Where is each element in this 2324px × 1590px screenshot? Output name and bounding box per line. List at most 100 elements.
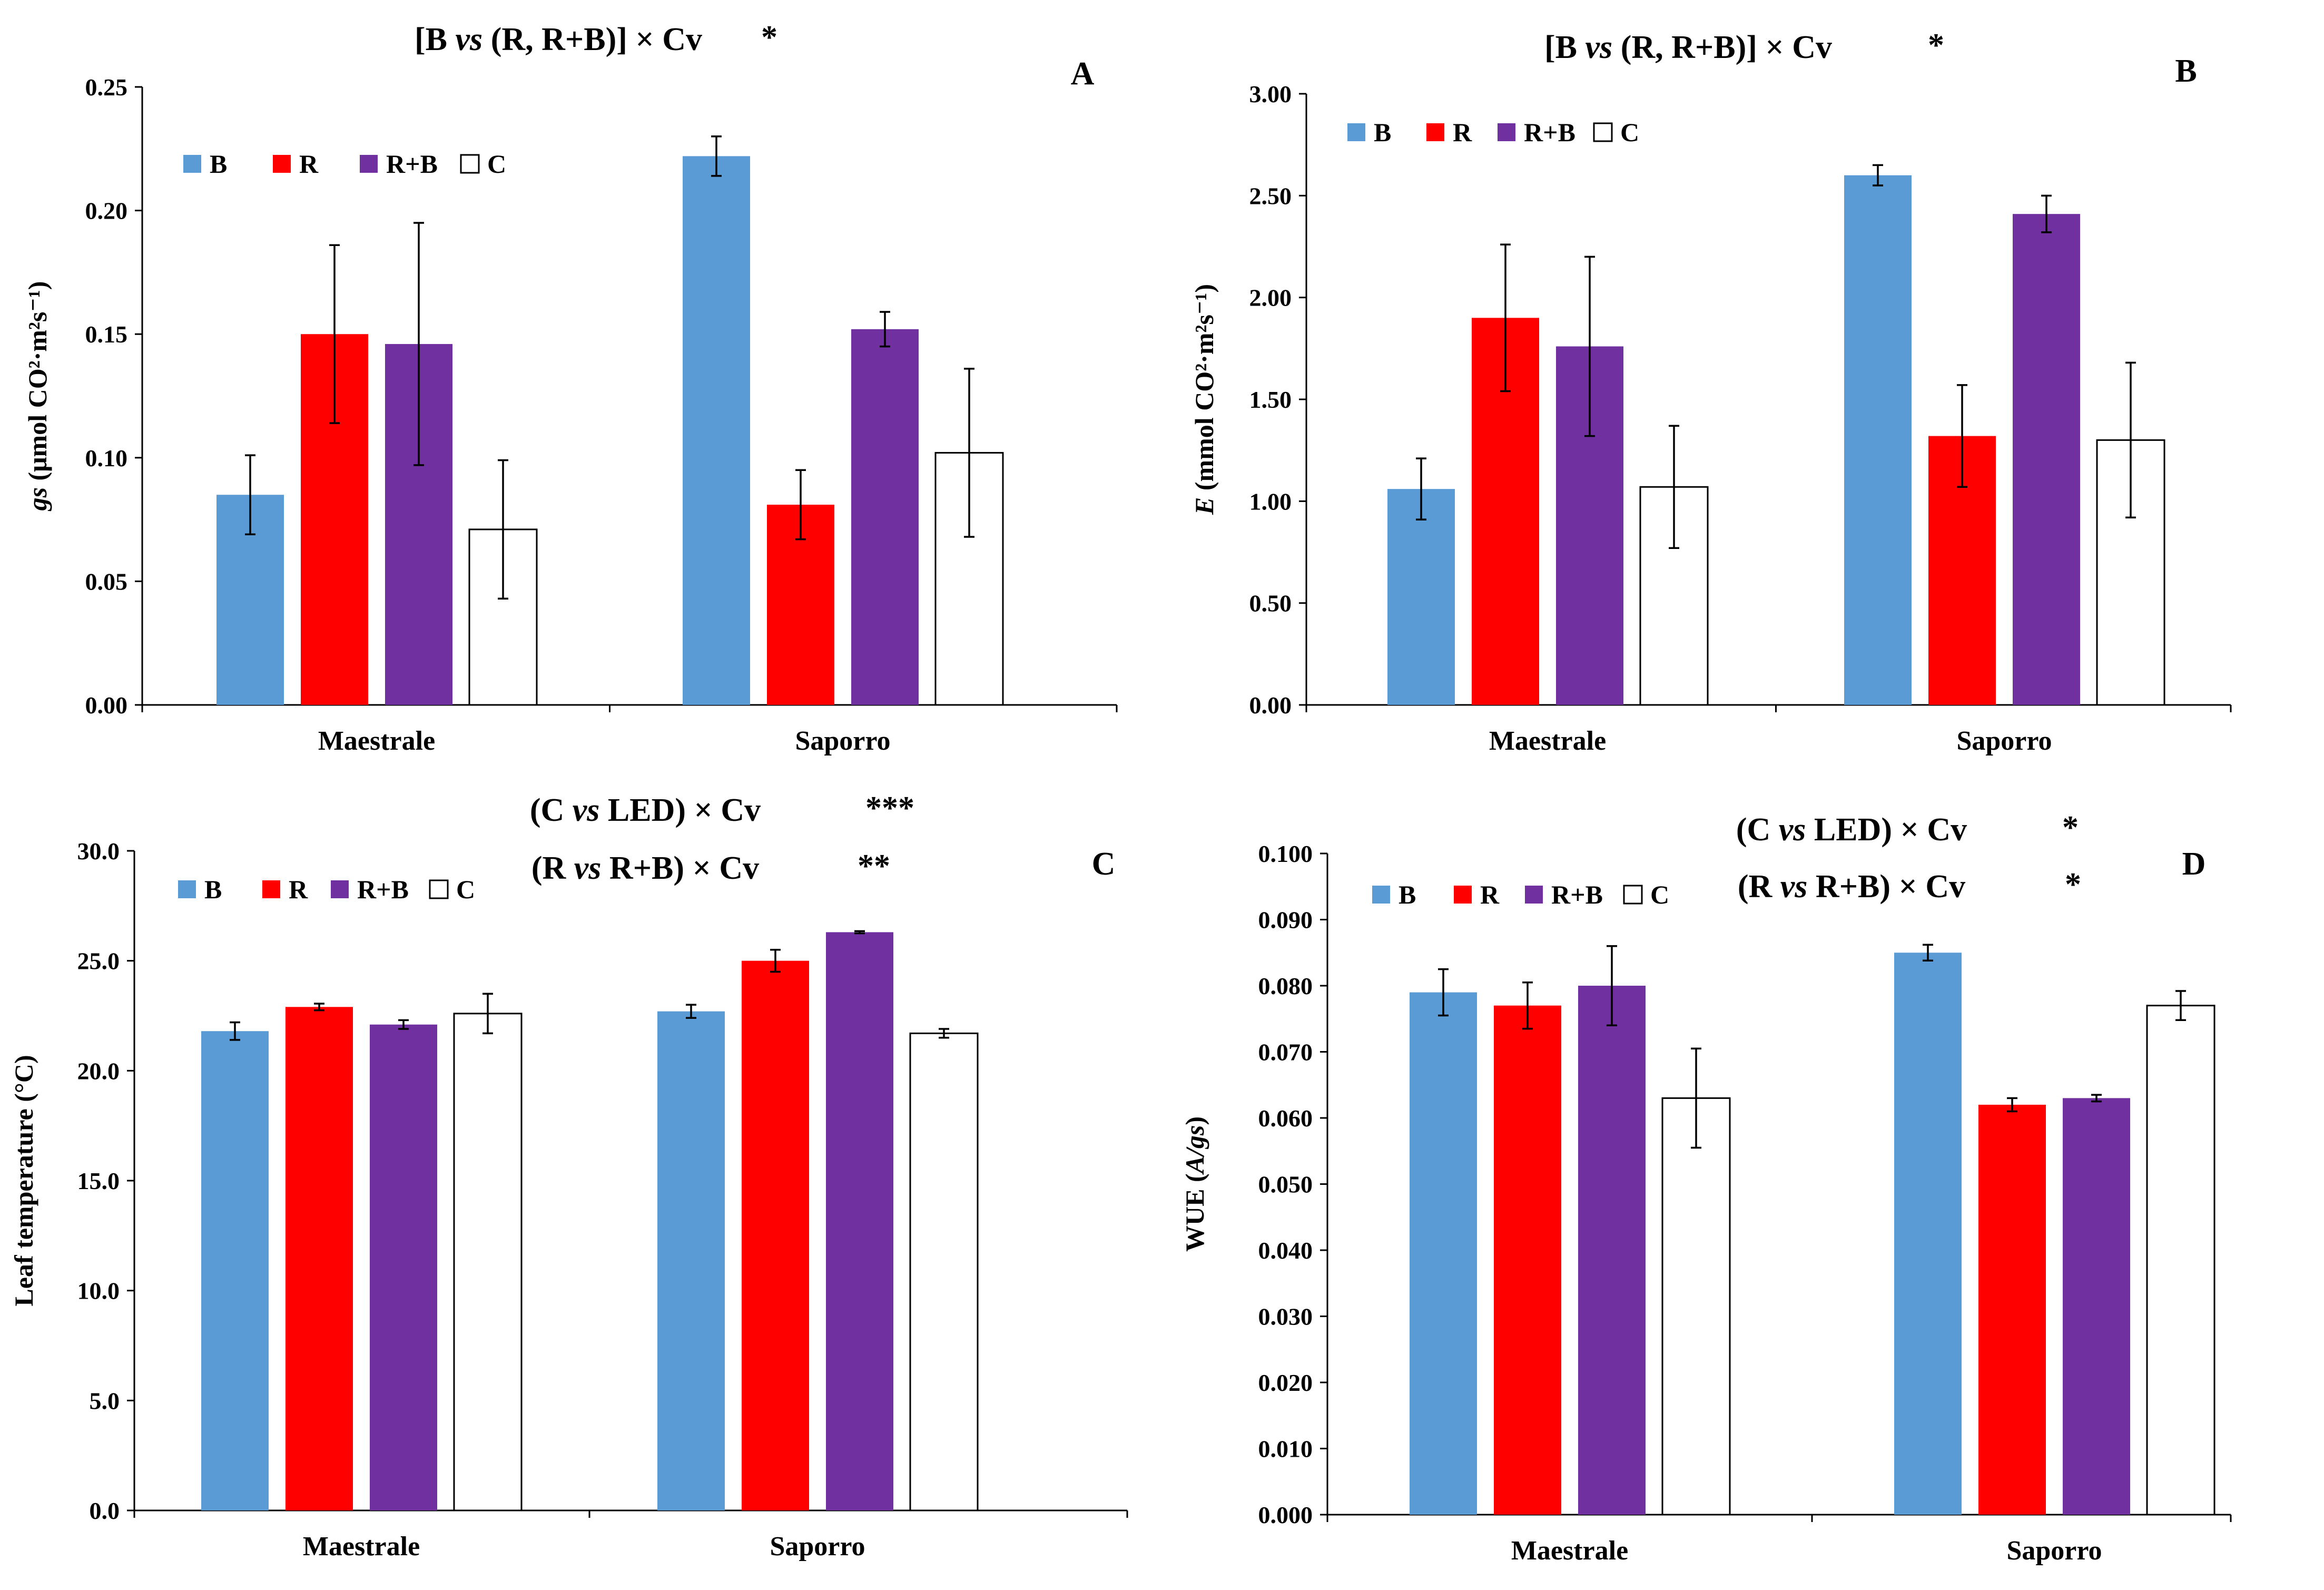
bar-C-saporro	[2146, 1005, 2215, 1516]
legend-swatch-R	[273, 155, 291, 173]
significance-title: [B vs (R, R+B)] × Cv	[415, 22, 702, 57]
y-tick-label: 0.00	[85, 692, 128, 719]
legend-label: R	[1480, 880, 1500, 909]
y-axis-label-part: )	[1180, 1116, 1209, 1125]
legend-swatch-R	[1426, 123, 1444, 141]
x-category-label: Maestrale	[1489, 726, 1606, 756]
legend-swatch-B	[183, 155, 201, 173]
legend-label: R+B	[386, 149, 438, 179]
panel-letter: C	[1092, 846, 1116, 882]
bar-B-saporro	[1894, 953, 1962, 1515]
bar-R-maestrale	[1494, 1005, 1561, 1515]
x-category-label: Maestrale	[318, 726, 435, 756]
y-tick-label: 0.000	[1258, 1501, 1313, 1528]
significance-stars: *	[2062, 810, 2079, 846]
y-tick-label: 0.030	[1258, 1303, 1313, 1330]
chart-panel-C: 0.0 5.0 10.0 15.0 20.0 25.0 30.0 Maestrale Sapor…	[9, 790, 1128, 1562]
legend-label: C	[456, 875, 475, 904]
bar-C-maestrale	[453, 1013, 523, 1512]
significance-title: [B vs (R, R+B)] × Cv	[1544, 30, 1832, 65]
y-tick-label: 2.50	[1249, 182, 1292, 209]
x-category-label: Saporro	[1956, 726, 2052, 756]
bar-B-maestrale	[1387, 489, 1455, 705]
x-category-label: Maestrale	[303, 1532, 420, 1562]
significance-title-part: vs	[1586, 30, 1613, 65]
y-tick-label: 5.0	[90, 1387, 120, 1414]
significance-title-part: R+B) × Cv	[601, 850, 759, 886]
significance-title-part: vs	[574, 850, 602, 886]
legend-label: R	[289, 875, 308, 904]
significance-title-part: LED) × Cv	[599, 792, 761, 828]
bar-RplusB-maestrale	[370, 1024, 437, 1510]
bar-RplusB-saporro	[851, 329, 919, 705]
legend-swatch-R	[262, 880, 280, 898]
significance-title: (R vs R+B) × Cv	[1738, 869, 1965, 905]
legend: B R R+B C	[178, 875, 475, 904]
significance-title-part: vs	[456, 22, 483, 57]
legend-swatch-RplusB	[360, 155, 378, 173]
y-tick-label: 0.050	[1258, 1171, 1313, 1198]
significance-title-part: (R, R+B)] × Cv	[482, 22, 702, 57]
y-tick-label: 0.25	[85, 74, 128, 101]
y-tick-label: 10.0	[77, 1278, 120, 1304]
y-tick-label: 0.20	[85, 198, 128, 224]
y-axis-label: Leaf temperature (°C)	[9, 1055, 38, 1306]
y-tick-label: 0.100	[1258, 840, 1313, 867]
x-category-label: Maestrale	[1511, 1536, 1628, 1566]
y-axis-label-part: Leaf temperature (°C)	[9, 1055, 38, 1306]
legend-label: C	[1650, 880, 1669, 909]
y-tick-label: 0.090	[1258, 907, 1313, 934]
bar-R-maestrale	[285, 1007, 353, 1510]
y-axis-label-part: E	[1189, 497, 1219, 515]
legend-swatch-B	[1347, 123, 1365, 141]
y-tick-label: 0.010	[1258, 1436, 1313, 1463]
y-axis-label: E (mmol CO²·m²s⁻¹)	[1189, 284, 1219, 515]
y-tick-label: 0.50	[1249, 590, 1292, 617]
significance-title-part: [B	[415, 22, 456, 57]
significance-stars: **	[858, 848, 890, 884]
legend-swatch-B	[1372, 886, 1390, 904]
bar-B-saporro	[1844, 175, 1912, 705]
x-category-label: Saporro	[770, 1532, 865, 1562]
legend: B R R+B C	[1372, 880, 1669, 909]
bar-C-saporro	[909, 1032, 979, 1512]
bar-RplusB-saporro	[2063, 1098, 2130, 1515]
y-tick-label: 30.0	[77, 838, 120, 865]
y-tick-label: 3.00	[1249, 81, 1292, 107]
legend-label: C	[1620, 117, 1639, 147]
legend-swatch-RplusB	[1498, 123, 1515, 141]
legend: B R R+B C	[1347, 117, 1639, 147]
legend-swatch-R	[1454, 886, 1472, 904]
bar-C-maestrale	[1661, 1097, 1731, 1516]
y-tick-label: 20.0	[77, 1057, 120, 1084]
legend-label: B	[210, 149, 227, 179]
y-tick-label: 0.05	[85, 568, 128, 595]
x-category-label: Saporro	[795, 726, 890, 756]
legend-label: R+B	[1551, 880, 1603, 909]
y-axis-label: gs (μmol CO²·m²s⁻¹)	[23, 281, 52, 512]
chart-panel-A: 0.00 0.05 0.10 0.15 0.20 0.25 Maestrale Saporro…	[23, 19, 1118, 756]
panel-letter: D	[2182, 846, 2206, 882]
significance-title-part: vs	[573, 792, 600, 828]
y-tick-label: 0.0	[90, 1497, 120, 1524]
legend-label: R+B	[357, 875, 409, 904]
y-tick-label: 0.080	[1258, 973, 1313, 999]
bar-B-maestrale	[201, 1031, 269, 1510]
significance-stars: *	[2065, 867, 2081, 902]
legend-swatch-C	[460, 154, 480, 174]
significance-title-part: R+B) × Cv	[1807, 869, 1965, 905]
y-tick-label: 0.020	[1258, 1369, 1313, 1396]
y-tick-label: 0.10	[85, 445, 128, 472]
significance-title-part: (R	[531, 850, 574, 886]
significance-title: (C vs LED) × Cv	[1736, 812, 1967, 848]
panel-letter: B	[2175, 53, 2197, 89]
bar-B-saporro	[683, 156, 750, 705]
legend: B R R+B C	[183, 149, 506, 179]
significance-title: (R vs R+B) × Cv	[531, 850, 759, 886]
y-tick-label: 2.00	[1249, 284, 1292, 311]
y-tick-label: 0.15	[85, 321, 128, 348]
y-tick-label: 0.040	[1258, 1237, 1313, 1264]
significance-title-part: (R	[1738, 869, 1780, 905]
y-axis-label-part: (μmol CO²·m²s⁻¹)	[23, 281, 52, 487]
legend-label: B	[1399, 880, 1416, 909]
